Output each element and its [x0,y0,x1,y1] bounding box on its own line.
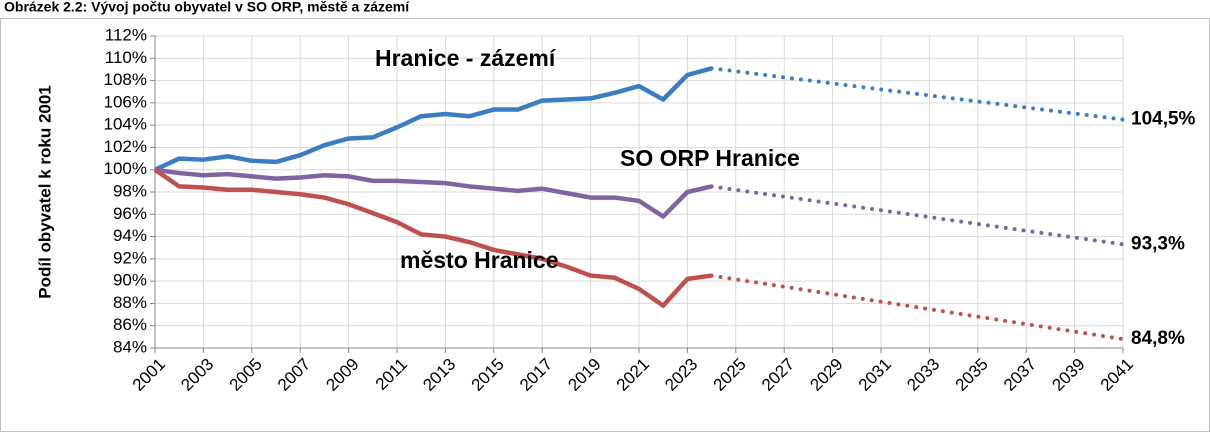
y-tick-label: 88% [113,293,147,312]
y-tick-label: 108% [104,70,147,89]
end-label: 104,5% [1131,109,1196,130]
y-tick-label: 84% [113,337,147,356]
projection-line [709,273,1125,342]
y-tick-label: 110% [105,48,147,67]
series-label: město Hranice [400,247,559,273]
y-tick-label: 86% [113,315,147,334]
y-axis-label: Podíl obyvatel k roku 2001 [35,85,54,299]
y-tick-label: 104% [104,115,147,134]
chart-frame [0,18,1210,432]
series-line [154,66,713,172]
y-tick-label: 102% [104,137,147,156]
y-tick-label: 98% [113,181,147,200]
series-label: Hranice - zázemí [375,45,557,71]
y-tick-label: 92% [113,248,147,267]
projection-line [709,66,1125,122]
series-line [154,167,713,219]
y-tick-label: 94% [113,226,147,245]
y-tick-label: 96% [113,204,147,223]
projection-line [709,184,1125,247]
chart-title: Obrázek 2.2: Vývoj počtu obyvatel v SO O… [4,0,410,15]
series-line [153,167,712,308]
y-tick-label: 112% [105,25,147,44]
y-tick-label: 100% [104,159,147,178]
y-tick-label: 106% [104,92,147,111]
series-label: SO ORP Hranice [620,145,800,171]
y-tick-label: 90% [113,271,147,290]
end-label: 84,8% [1131,328,1185,349]
end-label: 93,3% [1131,233,1185,254]
